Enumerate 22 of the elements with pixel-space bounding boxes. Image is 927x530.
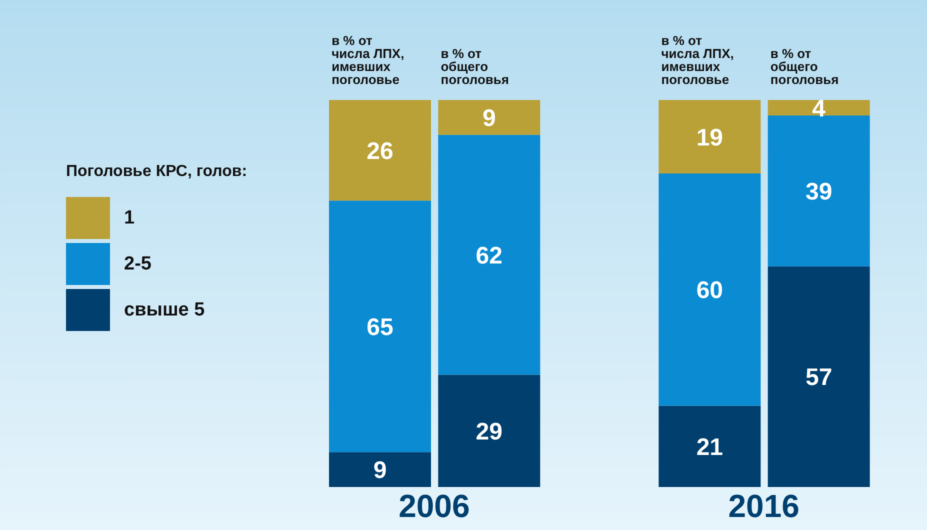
data-label: 62 [476,242,503,270]
data-label: 26 [366,138,394,165]
text: 2016 [727,488,800,525]
legend-title: Поголовье КРС, голов: [66,163,248,181]
text: 2006 [398,488,471,525]
x-tick-label: в % от общего поголовья [440,46,509,87]
data-label: 29 [476,418,503,446]
legend-label: свыше 5 [124,300,206,320]
data-label: 65 [366,314,394,341]
data-label: 9 [373,457,387,484]
data-label: 19 [696,124,724,152]
x-tick-label: в % от числа ЛПХ, имевших поголовье [661,33,734,87]
data-label: 4 [812,95,826,122]
legend-label: 2-5 [124,254,152,274]
data-label: 9 [482,104,496,132]
x-tick-label: в % от числа ЛПХ, имевших поголовье [332,33,404,87]
x-tick-label: в % от общего поголовья [770,46,839,87]
data-label: 21 [696,434,724,461]
data-label: 39 [805,178,832,206]
legend-label: 1 [124,208,135,228]
data-label: 57 [805,364,832,392]
data-label: 60 [696,277,724,304]
